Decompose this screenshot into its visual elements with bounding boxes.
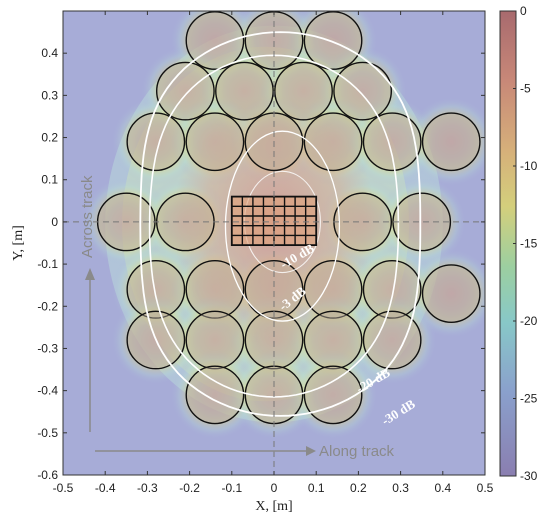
colorbar-tick-label: -25 [520,392,538,406]
element-circle [333,192,393,252]
element-circle [333,61,393,121]
colorbar-tick-label: -30 [520,469,538,483]
element-circle [303,11,363,70]
y-tick-label: 0.2 [41,131,58,145]
field-lobe [347,295,437,385]
y-tick-label: 0 [51,215,58,229]
element-circle [392,192,452,252]
across-track-arrowhead [85,268,95,280]
element-circle [303,365,363,425]
contour-3db [224,130,341,322]
element-circle [185,310,245,370]
colorbar-tick-label: -5 [520,82,531,96]
labels: X, [m] Y, [m] [11,225,293,514]
y-tick-label: -0.4 [37,384,58,398]
along-track-label: Along track [319,443,395,460]
x-tick-label: -0.4 [95,481,116,495]
x-tick-label: -0.1 [221,481,242,495]
x-tick-label: 0.5 [477,481,494,495]
field-lobe [406,97,485,187]
element-circle [362,260,422,319]
across-track-label: Across track [79,175,96,258]
colorbar: 0 -5 -10 -15 -20 -25 -30 [499,4,538,483]
element-circle [185,365,245,425]
element-circle [185,11,245,70]
element-circle [126,112,186,172]
element-circle [215,61,274,121]
y-tick-label: -0.3 [37,341,58,355]
contour-30db [139,31,422,417]
x-tick-label: -0.3 [137,481,158,495]
contour-20db [148,54,400,398]
x-axis-label: X, [m] [255,499,292,514]
element-circle [126,260,186,319]
element-circle [303,260,363,319]
colorbar-tick-label: -10 [520,159,538,173]
y-tick-label: -0.1 [37,257,58,271]
element-circle [185,260,245,319]
element-circle [185,112,245,172]
x-tick-label: 0.2 [350,481,367,495]
colorbar-tick-label: -20 [520,314,538,328]
axis-ticks: -0.5 -0.4 -0.3 -0.2 -0.1 0 0.1 0.2 0.3 0.4 0.5 -0.6… [37,11,494,495]
colorbar-tick-label: 0 [520,4,527,18]
element-circle [303,112,363,172]
y-axis-label: Y, [m] [11,225,26,261]
x-tick-label: -0.5 [53,481,74,495]
element-circle [274,61,333,121]
element-circle [155,61,215,121]
x-tick-label: -0.2 [179,481,200,495]
colorbar-tick-label: -15 [520,237,538,251]
element-circle [421,112,481,172]
element-circle [362,310,422,370]
element-circle [244,11,304,70]
element-circle [421,264,481,324]
x-tick-label: 0.1 [308,481,325,495]
y-tick-label: 0.1 [41,173,58,187]
field-lobe [377,177,467,267]
x-tick-label: 0.4 [434,481,451,495]
x-tick-label: 0 [271,481,278,495]
intensity-field [81,11,485,440]
track-arrows: Along track Across track [79,175,395,460]
y-tick-label: 0.4 [41,46,58,60]
y-tick-label: -0.6 [37,468,58,482]
element-circle [303,310,363,370]
along-track-arrowhead [306,446,316,456]
y-tick-label: 0.3 [41,88,58,102]
y-tick-label: -0.5 [37,426,58,440]
element-circle [244,260,304,319]
x-tick-label: 0.3 [392,481,409,495]
field-lobe [288,350,378,440]
element-circle [362,112,422,172]
y-tick-label: -0.2 [37,299,58,313]
